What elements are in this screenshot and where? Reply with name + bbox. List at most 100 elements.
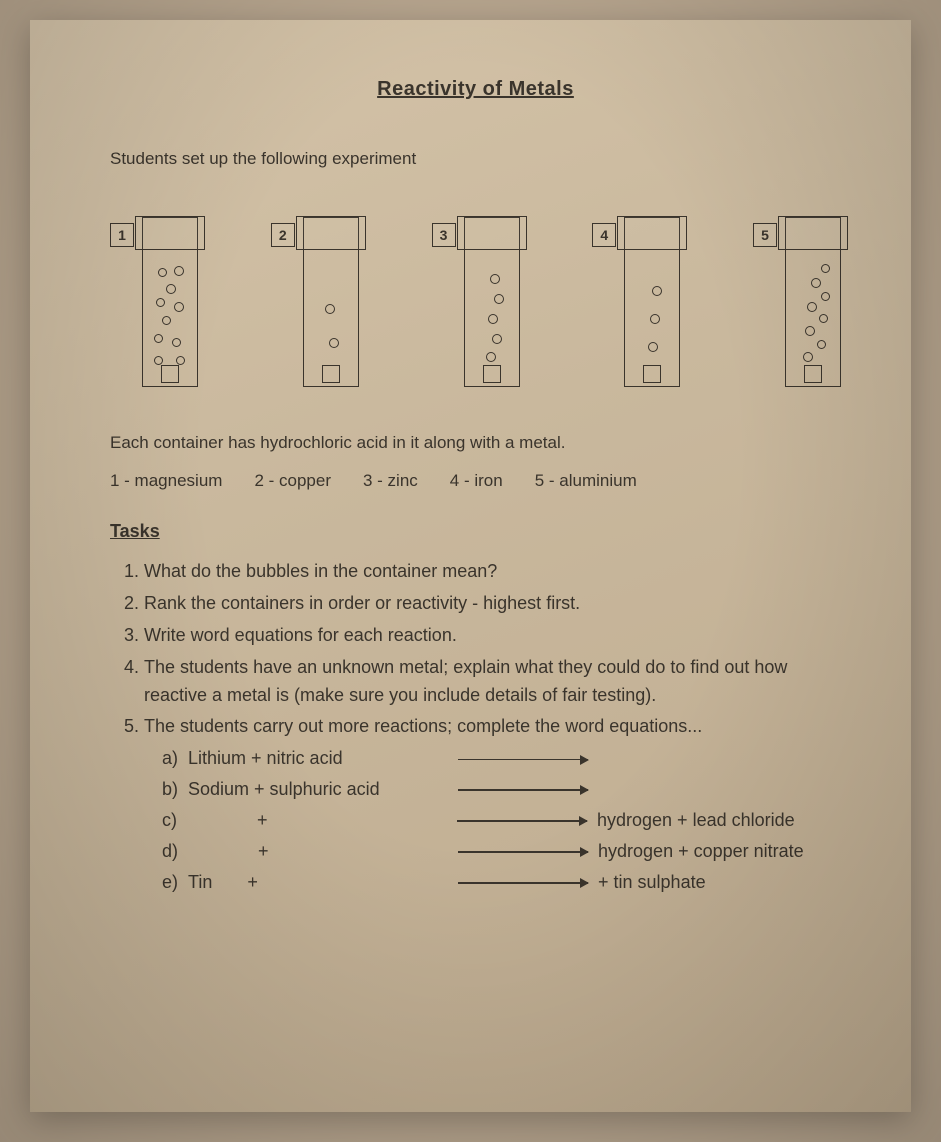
tube-group: 1 <box>110 217 198 387</box>
bubble-icon <box>805 326 815 336</box>
equation-row: d) + hydrogen + copper nitrate <box>162 838 841 866</box>
bubble-icon <box>811 278 821 288</box>
stopper-icon <box>457 216 527 250</box>
bubble-icon <box>488 314 498 324</box>
task-text: Rank the containers in order or reactivi… <box>144 593 580 613</box>
description-text: Each container has hydrochloric acid in … <box>110 433 841 453</box>
metal-label: 3 - zinc <box>363 471 418 491</box>
eq-letter: c) <box>162 807 177 835</box>
metal-block-icon <box>643 365 661 383</box>
metal-label: 1 - magnesium <box>110 471 222 491</box>
eq-lhs: + <box>187 807 447 835</box>
bubble-icon <box>648 342 658 352</box>
tube-number-box: 3 <box>432 223 456 247</box>
task-item: Rank the containers in order or reactivi… <box>144 590 841 618</box>
tube-group: 4 <box>592 217 680 387</box>
metal-label: 5 - aluminium <box>535 471 637 491</box>
task-text: The students carry out more reactions; c… <box>144 716 702 736</box>
bubble-icon <box>490 274 500 284</box>
bubble-icon <box>176 356 185 365</box>
metal-block-icon <box>322 365 340 383</box>
task-item: Write word equations for each reaction. <box>144 622 841 650</box>
liquid-region <box>466 256 518 385</box>
bubble-icon <box>325 304 335 314</box>
bubble-icon <box>329 338 339 348</box>
tube-number-box: 4 <box>592 223 616 247</box>
eq-letter: a) <box>162 745 178 773</box>
page-title: Reactivity of Metals <box>110 78 841 101</box>
arrow-icon <box>458 851 588 853</box>
equation-row: b) Sodium + sulphuric acid <box>162 776 841 804</box>
metal-labels-row: 1 - magnesium 2 - copper 3 - zinc 4 - iron 5… <box>110 471 841 491</box>
task-text: What do the bubbles in the container mea… <box>144 561 497 581</box>
tube-group: 3 <box>432 217 520 387</box>
tube-number-box: 1 <box>110 223 134 247</box>
stopper-icon <box>617 216 687 250</box>
equation-row: e) Tin + + tin sulphate <box>162 869 841 897</box>
equation-row: c) + hydrogen + lead chloride <box>162 807 841 835</box>
stopper-icon <box>296 216 366 250</box>
eq-letter: e) <box>162 869 178 897</box>
task-item: The students carry out more reactions; c… <box>144 713 841 896</box>
eq-lhs: Tin + <box>188 869 448 897</box>
eq-rhs: + tin sulphate <box>598 869 706 897</box>
tasks-list: What do the bubbles in the container mea… <box>110 558 841 897</box>
bubble-icon <box>817 340 826 349</box>
bubble-icon <box>172 338 181 347</box>
test-tube-icon <box>785 217 841 387</box>
bubble-icon <box>492 334 502 344</box>
eq-rhs: hydrogen + copper nitrate <box>598 838 804 866</box>
metal-block-icon <box>483 365 501 383</box>
metal-block-icon <box>804 365 822 383</box>
bubble-icon <box>158 268 167 277</box>
eq-letter: d) <box>162 838 178 866</box>
stopper-icon <box>778 216 848 250</box>
bubble-icon <box>821 292 830 301</box>
bubble-icon <box>652 286 662 296</box>
equation-row: a) Lithium + nitric acid <box>162 745 841 773</box>
arrow-icon <box>458 882 588 884</box>
tube-number-box: 5 <box>753 223 777 247</box>
bubble-icon <box>174 302 184 312</box>
bubble-icon <box>494 294 504 304</box>
test-tube-icon <box>624 217 680 387</box>
arrow-icon <box>457 820 587 822</box>
worksheet-page: Reactivity of Metals Students set up the… <box>30 20 911 1112</box>
liquid-region <box>144 256 196 385</box>
stopper-icon <box>135 216 205 250</box>
task-item: The students have an unknown metal; expl… <box>144 654 841 710</box>
tasks-heading: Tasks <box>110 521 841 542</box>
bubble-icon <box>174 266 184 276</box>
liquid-region <box>787 256 839 385</box>
test-tube-icon <box>464 217 520 387</box>
bubble-icon <box>821 264 830 273</box>
bubble-icon <box>156 298 165 307</box>
bubble-icon <box>807 302 817 312</box>
eq-lhs: Lithium + nitric acid <box>188 745 448 773</box>
arrow-icon <box>458 759 588 761</box>
bubble-icon <box>819 314 828 323</box>
bubble-icon <box>803 352 813 362</box>
eq-rhs: hydrogen + lead chloride <box>597 807 795 835</box>
metal-label: 2 - copper <box>254 471 331 491</box>
bubble-icon <box>650 314 660 324</box>
bubble-icon <box>162 316 171 325</box>
arrow-icon <box>458 789 588 791</box>
equations-list: a) Lithium + nitric acid b) Sodium + sul… <box>144 745 841 896</box>
metal-block-icon <box>161 365 179 383</box>
eq-letter: b) <box>162 776 178 804</box>
test-tube-icon <box>303 217 359 387</box>
bubble-icon <box>486 352 496 362</box>
eq-lhs: + <box>188 838 448 866</box>
metal-label: 4 - iron <box>450 471 503 491</box>
tubes-diagram-row: 1 2 3 4 5 <box>110 197 841 387</box>
test-tube-icon <box>142 217 198 387</box>
bubble-icon <box>154 356 163 365</box>
intro-text: Students set up the following experiment <box>110 149 841 169</box>
bubble-icon <box>154 334 163 343</box>
eq-lhs: Sodium + sulphuric acid <box>188 776 448 804</box>
liquid-region <box>305 256 357 385</box>
tube-number-box: 2 <box>271 223 295 247</box>
tube-group: 5 <box>753 217 841 387</box>
tube-group: 2 <box>271 217 359 387</box>
